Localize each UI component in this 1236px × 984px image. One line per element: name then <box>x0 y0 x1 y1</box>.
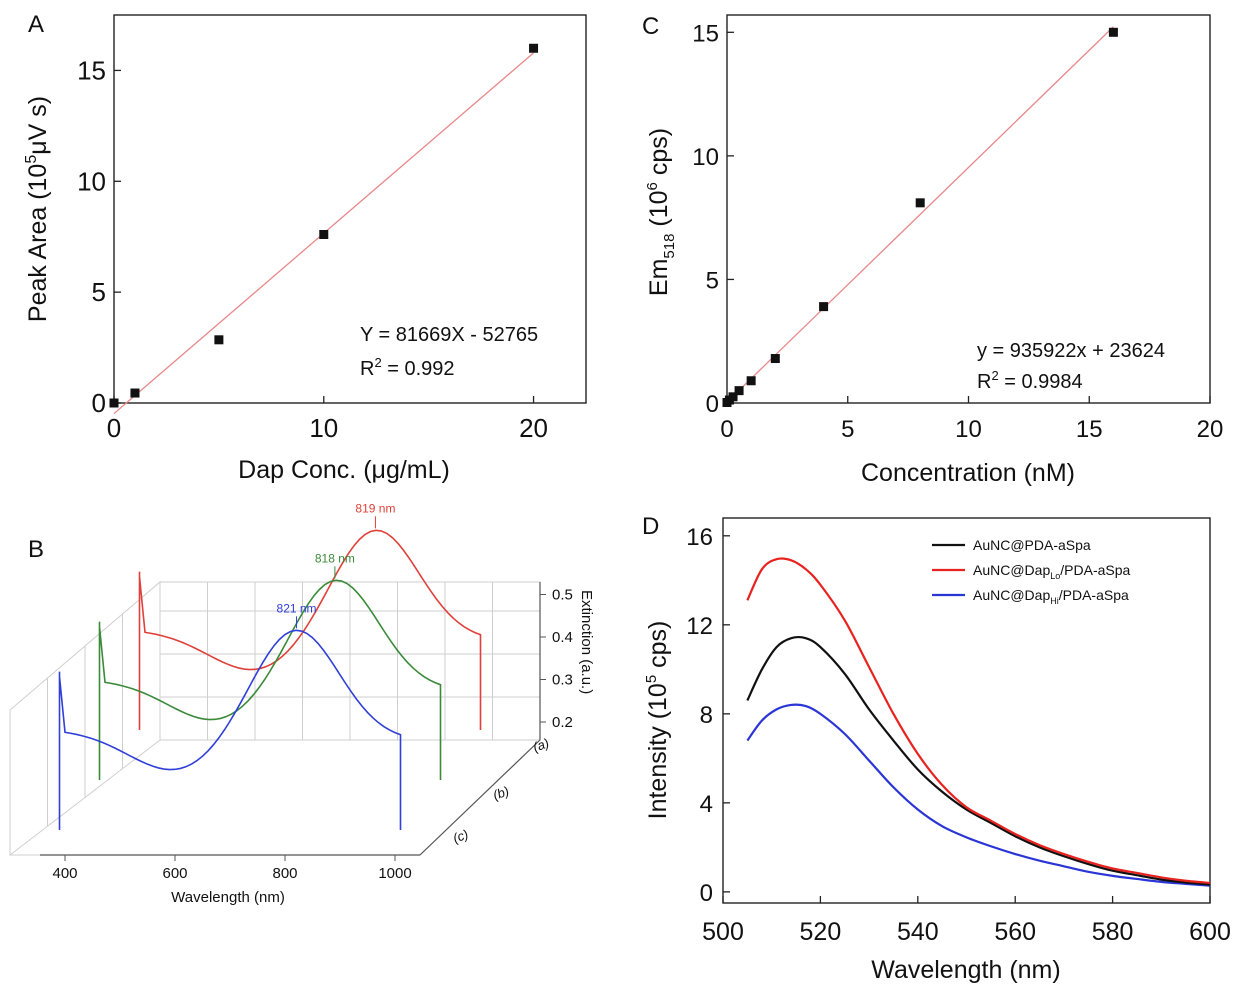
data-point <box>319 229 329 239</box>
z-tick-label: 0.3 <box>552 672 573 689</box>
x-tick-label: 560 <box>994 918 1036 946</box>
legend-label: AuNC@PDA-aSpa <box>973 537 1091 553</box>
z-tick-label: 0.4 <box>552 629 573 646</box>
panel-b-3d-grid <box>9 580 541 857</box>
y-tick-label: 5 <box>706 267 719 294</box>
panel-a-x-axis-title: Dap Conc. (μg/mL) <box>238 456 450 484</box>
panel-d-ticks: 500 520 540 560 580 600 0 4 8 12 16 <box>686 524 1231 946</box>
y-tick-label: 4 <box>700 791 713 818</box>
x-tick-label: 520 <box>800 918 842 946</box>
x-tick-label: 500 <box>702 918 744 946</box>
data-point <box>529 43 539 53</box>
panel-c-x-axis-title: Concentration (nM) <box>861 459 1075 487</box>
data-point <box>728 392 738 402</box>
panel-c: C 0 5 10 15 20 0 5 10 15 y = 935922x + 23624 R2 … <box>642 13 1223 487</box>
panel-b-ticks: 400 600 800 1000 0.2 0.3 0.4 0.5 (a) (b) (c) <box>40 582 573 882</box>
x-tick-label: 540 <box>897 918 939 946</box>
series-line <box>746 635 1211 886</box>
data-point <box>915 198 925 208</box>
panel-c-r2: R2 = 0.9984 <box>977 368 1083 393</box>
spectrum-line <box>98 579 442 780</box>
spectrum-line <box>138 529 482 730</box>
panel-d-legend: AuNC@PDA-aSpa AuNC@DapLo/PDA-aSpa AuNC@Dap… <box>932 537 1131 606</box>
panel-a: A 0 10 20 0 5 10 15 Y = 81669X - 52765 R2 = 0.… <box>23 11 587 484</box>
series-label: (b) <box>491 783 511 803</box>
panel-b-letter: B <box>28 536 44 563</box>
panel-a-letter: A <box>28 11 44 38</box>
panel-a-r2: R2 = 0.992 <box>360 355 455 380</box>
peak-label: 818 nm <box>315 551 355 565</box>
x-tick-label: 10 <box>309 413 338 443</box>
x-tick-label: 10 <box>955 416 982 443</box>
panel-c-y-axis-title: Em518 (106 cps) <box>644 128 678 296</box>
y-tick-label: 8 <box>700 702 713 729</box>
panel-c-points <box>722 27 1118 408</box>
panel-b-z-axis-title: Extinction (a.u.) <box>578 590 595 694</box>
series-label: (c) <box>451 827 470 846</box>
y-tick-label: 16 <box>686 524 713 551</box>
panel-b-spectra: 819 nm 818 nm 821 nm <box>58 501 482 830</box>
peak-label: 821 nm <box>277 601 317 615</box>
y-tick-label: 10 <box>692 144 719 171</box>
series-line <box>746 703 1211 887</box>
depth-axis-line <box>419 739 541 856</box>
panel-d-y-axis-title: Intensity (105 cps) <box>643 621 672 820</box>
x-tick-label: 20 <box>1197 416 1224 443</box>
y-tick-label: 10 <box>77 166 106 196</box>
panel-d-x-axis-title: Wavelength (nm) <box>871 956 1060 984</box>
data-point <box>214 335 224 345</box>
panel-a-y-axis-title: Peak Area (105μV s) <box>23 96 52 322</box>
z-tick-label: 0.2 <box>552 714 573 731</box>
y-tick-label: 12 <box>686 613 713 640</box>
x-tick-label: 400 <box>52 865 77 882</box>
panel-c-ticks: 0 5 10 15 20 0 5 10 15 <box>692 20 1223 443</box>
spectrum-line <box>58 629 402 830</box>
x-tick-label: 600 <box>1189 918 1231 946</box>
x-tick-label: 1000 <box>378 865 411 882</box>
x-tick-label: 0 <box>107 413 121 443</box>
data-point <box>109 398 119 408</box>
x-tick-label: 600 <box>162 865 187 882</box>
y-tick-label: 5 <box>92 277 106 307</box>
panel-d: D 500 520 540 560 580 600 0 4 8 12 16 AuNC@PDA-aSp… <box>642 513 1231 984</box>
peak-label: 819 nm <box>355 501 395 515</box>
legend-label: AuNC@DapHi/PDA-aSpa <box>973 587 1129 606</box>
data-point <box>734 386 744 396</box>
y-tick-label: 0 <box>92 388 106 418</box>
panel-c-fit-line <box>726 26 1114 403</box>
panel-a-points <box>109 43 539 408</box>
legend-label: AuNC@DapLo/PDA-aSpa <box>973 562 1131 581</box>
panel-c-equation: y = 935922x + 23624 <box>977 340 1165 362</box>
y-tick-label: 0 <box>706 391 719 418</box>
data-point <box>130 388 140 398</box>
panel-a-equation: Y = 81669X - 52765 <box>360 324 538 346</box>
series-line <box>746 557 1211 885</box>
x-tick-label: 580 <box>1092 918 1134 946</box>
x-tick-label: 20 <box>519 413 548 443</box>
z-tick-label: 0.5 <box>552 587 573 604</box>
data-point <box>1108 27 1118 37</box>
panel-d-lines <box>746 557 1211 887</box>
data-point <box>770 354 780 364</box>
series-label: (a) <box>531 735 551 755</box>
x-tick-label: 15 <box>1076 416 1103 443</box>
panel-c-letter: C <box>642 13 659 40</box>
x-tick-label: 800 <box>272 865 297 882</box>
y-tick-label: 0 <box>700 880 713 907</box>
y-tick-label: 15 <box>692 20 719 47</box>
panel-b-x-axis-title: Wavelength (nm) <box>171 889 285 906</box>
panel-a-plot-frame <box>113 14 587 404</box>
panel-d-letter: D <box>642 513 659 540</box>
data-point <box>819 302 829 312</box>
x-tick-label: 0 <box>720 416 733 443</box>
panel-b: B 819 nm 818 nm 821 nm 400 600 800 1000 0.2 0.3… <box>9 501 595 906</box>
x-tick-label: 5 <box>841 416 854 443</box>
y-tick-label: 15 <box>77 55 106 85</box>
data-point <box>746 376 756 386</box>
panel-d-plot-frame <box>722 517 1211 904</box>
